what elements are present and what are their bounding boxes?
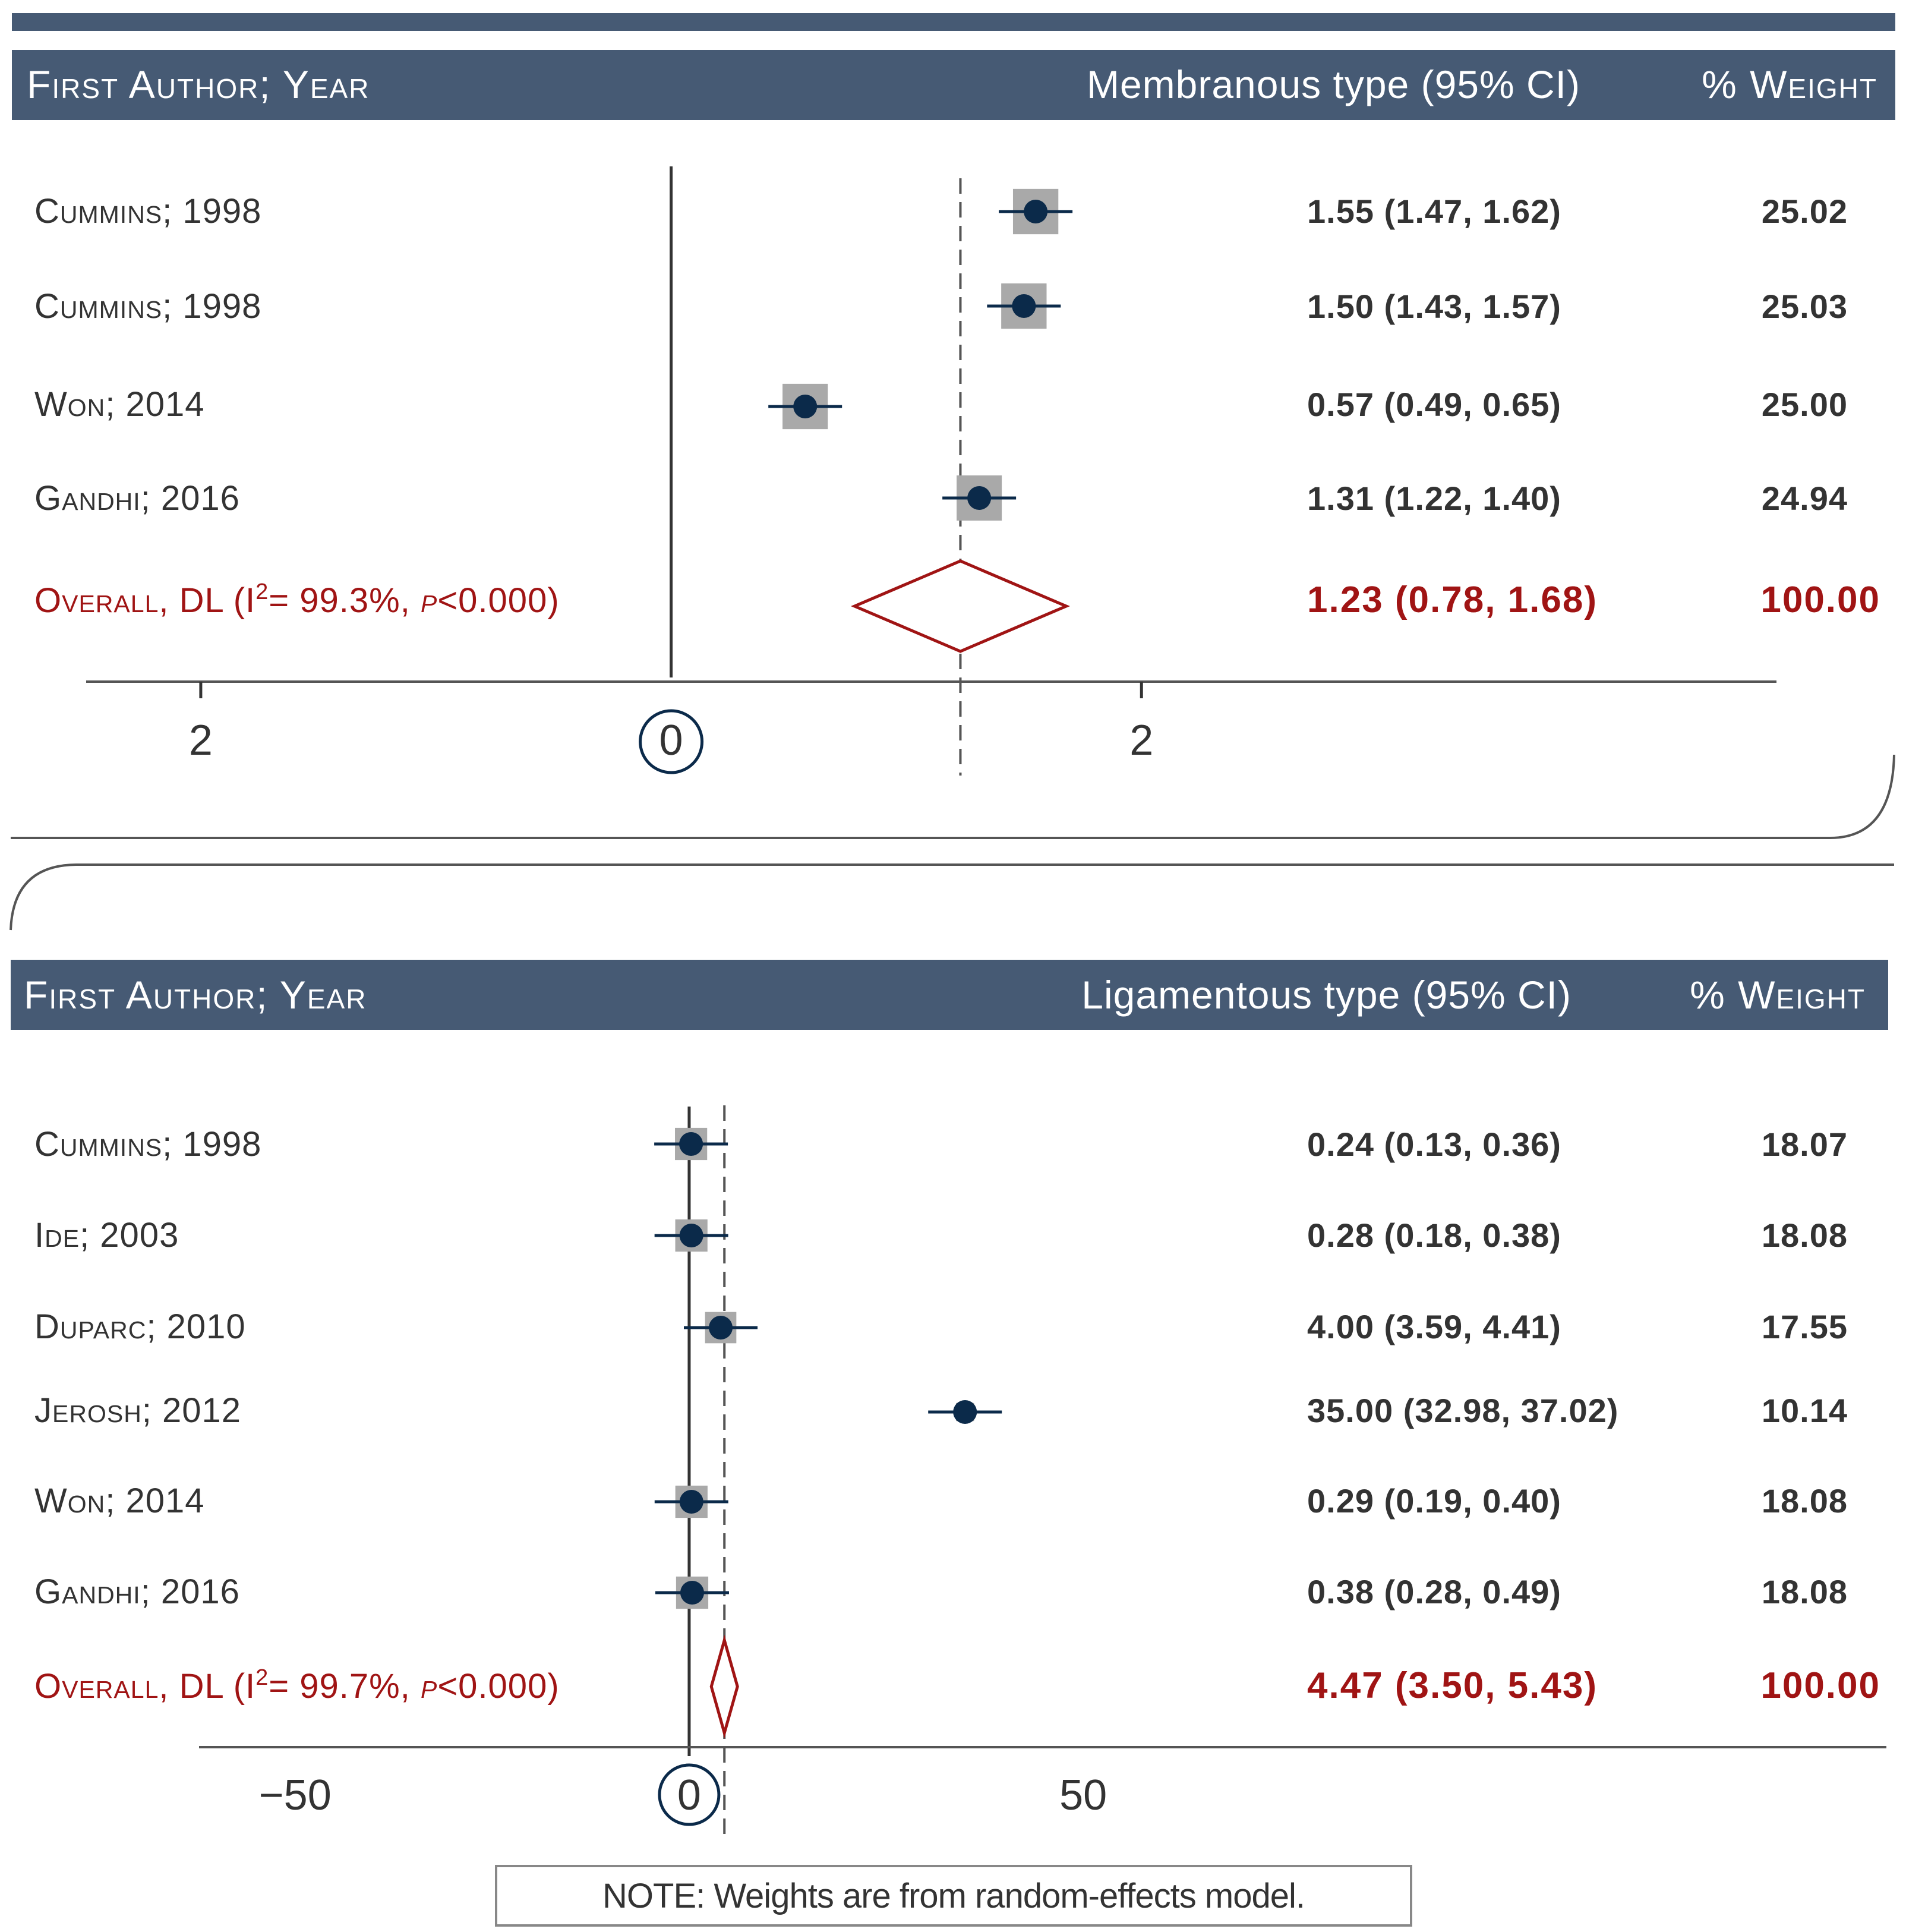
panel1-ci-2: 1.50 (1.43, 1.57) — [1307, 288, 1561, 325]
panel1-weight-4: 24.94 — [1762, 480, 1848, 517]
panel1-ci-1: 1.55 (1.47, 1.62) — [1307, 193, 1561, 230]
panel2-study-label-2: Ide; 2003 — [34, 1216, 179, 1255]
panel2-ci-3: 4.00 (3.59, 4.41) — [1307, 1308, 1561, 1345]
panel1-header-author: First Author; Year — [27, 62, 370, 106]
panel2-tick-label-1: −50 — [259, 1772, 332, 1819]
panel1-ci-3: 0.57 (0.49, 0.65) — [1307, 386, 1561, 423]
panel1-study-label-2: Cummins; 1998 — [34, 287, 261, 326]
panel2-header-weight: % Weight — [1690, 973, 1866, 1017]
panel1-overall-label: Overall, DL (I2= 99.3%, p<0.000) — [34, 579, 560, 620]
panel1-plot-area: 2 0 2 — [86, 166, 1776, 776]
panel2-ci-5: 0.29 (0.19, 0.40) — [1307, 1482, 1561, 1520]
panel2-weight-5: 18.08 — [1762, 1482, 1848, 1520]
panel2-weight-3: 17.55 — [1762, 1308, 1848, 1345]
panel2-header-bar — [11, 960, 1888, 1030]
panel1-point-1 — [1024, 200, 1048, 223]
panel1-overall-diamond — [850, 559, 1070, 653]
panel2-plot-area: −50 0 50 — [199, 1105, 1886, 1836]
panel2-weight-6: 18.08 — [1762, 1573, 1848, 1610]
panel1-header-weight: % Weight — [1702, 62, 1877, 106]
panel2-point-6 — [680, 1581, 704, 1605]
panel1-point-4 — [967, 486, 992, 510]
panel2-point-3 — [709, 1316, 733, 1340]
panel2-study-label-6: Gandhi; 2016 — [34, 1572, 240, 1611]
panel2-weight-4: 10.14 — [1762, 1392, 1848, 1429]
panel-divider-top — [11, 754, 1895, 839]
panel2-overall-label: Overall, DL (I2= 99.7%, p<0.000) — [34, 1665, 560, 1706]
note-text: NOTE: Weights are from random-effects mo… — [602, 1877, 1305, 1915]
panel2-point-2 — [679, 1224, 703, 1247]
panel2-overall-diamond — [709, 1634, 739, 1739]
panel2-ci-2: 0.28 (0.18, 0.38) — [1307, 1216, 1561, 1254]
panel2-tick-label-2: 0 — [677, 1772, 701, 1819]
panel2-overall-weight: 100.00 — [1760, 1665, 1880, 1706]
panel2-study-label-3: Duparc; 2010 — [34, 1307, 246, 1346]
panel2-ci-6: 0.38 (0.28, 0.49) — [1307, 1573, 1561, 1610]
panel1-overall-weight: 100.00 — [1760, 579, 1880, 620]
panel1-weight-3: 25.00 — [1762, 386, 1848, 423]
panel2-header-author: First Author; Year — [24, 973, 367, 1017]
panel1-point-2 — [1012, 294, 1036, 318]
panel1-study-label-3: Won; 2014 — [34, 385, 205, 424]
panel1-point-3 — [793, 395, 818, 418]
panel2-ci-4: 35.00 (32.98, 37.02) — [1307, 1392, 1618, 1429]
panel-divider-bottom — [10, 863, 1894, 931]
panel1-study-label-1: Cummins; 1998 — [34, 192, 261, 231]
note-box — [495, 1865, 1412, 1927]
panel2-study-label-4: Jerosh; 2012 — [34, 1391, 241, 1430]
panel2-ci-1: 0.24 (0.13, 0.36) — [1307, 1126, 1561, 1163]
panel2-tick-zero-circle — [658, 1763, 721, 1826]
panel1-header-bar — [12, 50, 1895, 120]
panel1-ci-4: 1.31 (1.22, 1.40) — [1307, 480, 1561, 517]
panel2-point-4 — [953, 1400, 977, 1424]
panel2-study-label-5: Won; 2014 — [34, 1482, 205, 1520]
panel2-study-label-1: Cummins; 1998 — [34, 1125, 261, 1164]
panel2-tick-label-3: 50 — [1059, 1772, 1107, 1819]
panel2-point-5 — [679, 1490, 703, 1514]
panel1-overall-ci: 1.23 (0.78, 1.68) — [1307, 579, 1598, 620]
panel1-tick-label-2: 0 — [659, 717, 683, 764]
panel2-weight-1: 18.07 — [1762, 1126, 1848, 1163]
panel1-study-label-4: Gandhi; 2016 — [34, 479, 240, 518]
panel1-weight-1: 25.02 — [1762, 193, 1848, 230]
panel2-weight-2: 18.08 — [1762, 1216, 1848, 1254]
panel1-tick-label-1: 2 — [189, 717, 213, 764]
panel1-header-effect: Membranous type (95% CI) — [1087, 62, 1580, 106]
panel2-point-1 — [679, 1132, 703, 1156]
panel1-weight-2: 25.03 — [1762, 288, 1848, 325]
panel2-overall-ci: 4.47 (3.50, 5.43) — [1307, 1665, 1598, 1706]
panel1-tick-zero-circle — [639, 709, 704, 774]
panel1-tick-label-3: 2 — [1129, 717, 1153, 764]
panel2-header-effect: Ligamentous type (95% CI) — [1081, 973, 1571, 1017]
top-decorative-bar — [12, 13, 1895, 31]
